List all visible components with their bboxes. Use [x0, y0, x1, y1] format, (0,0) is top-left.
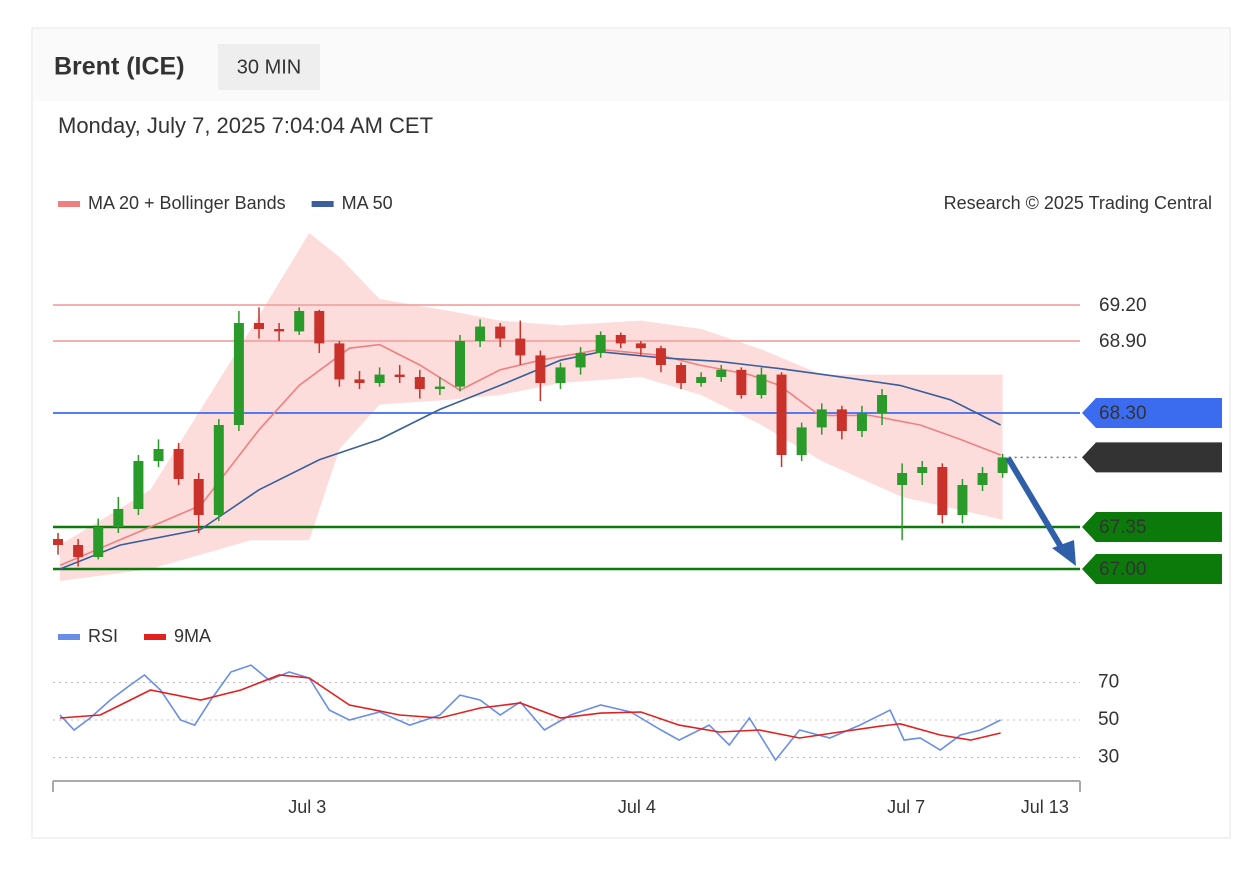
- candle-body: [414, 377, 425, 389]
- candle-body: [294, 311, 305, 332]
- interval-box: [218, 44, 320, 90]
- forecast-arrowhead: [1052, 540, 1076, 566]
- candle-body: [796, 427, 807, 455]
- candle-body: [595, 335, 606, 353]
- y-tick-label: 70: [1098, 672, 1119, 693]
- title: Brent (ICE): [54, 53, 185, 81]
- legend-label: MA 50: [342, 193, 393, 213]
- candle-body: [615, 335, 626, 344]
- candle-body: [314, 311, 325, 344]
- candle-body: [173, 449, 184, 479]
- forecast-arrow: [1005, 456, 1067, 554]
- y-tick-label: 30: [1098, 747, 1119, 768]
- candle-body: [454, 341, 465, 387]
- candle-body: [816, 409, 827, 428]
- candle-body: [957, 485, 968, 515]
- header-band: [33, 29, 1229, 101]
- candle-body: [776, 374, 787, 455]
- candle-body: [655, 348, 666, 365]
- candle-body: [977, 473, 988, 485]
- legend-swatch: [58, 634, 80, 640]
- x-tick-label: Jul 4: [618, 797, 656, 817]
- level-label: 68.90: [1099, 331, 1147, 352]
- legend-swatch: [144, 634, 167, 640]
- candle-body: [756, 374, 767, 395]
- candle-body: [937, 467, 948, 515]
- legend-label: MA 20 + Bollinger Bands: [88, 193, 286, 213]
- legend-label: 9MA: [174, 626, 211, 646]
- candle-body: [575, 353, 586, 368]
- candle-body: [153, 449, 164, 461]
- level-label: 67.93: [1099, 447, 1147, 468]
- level-label: 67.35: [1099, 517, 1147, 538]
- series-line: [59, 674, 1001, 741]
- credit: Research © 2025 Trading Central: [944, 193, 1212, 213]
- candle-body: [836, 409, 847, 431]
- candle-body: [917, 467, 928, 473]
- rsi-panel: 70 50 30 Jul 3 Jul 4 Jul 7 Jul 13 RSI 9MA: [53, 626, 1119, 817]
- candle-body: [495, 326, 506, 339]
- level-label: 69.20: [1099, 295, 1147, 316]
- candle-body: [856, 413, 867, 431]
- candle-body: [736, 369, 747, 395]
- candle-body: [93, 527, 104, 557]
- candle-body: [696, 377, 707, 383]
- candle-body: [254, 323, 265, 329]
- candle-body: [676, 365, 687, 383]
- level-tag: [1082, 398, 1222, 428]
- candle-body: [213, 425, 224, 515]
- series-line: [59, 350, 1001, 570]
- level-label: 68.30: [1099, 403, 1147, 424]
- candle-body: [73, 545, 84, 557]
- legend-swatch: [311, 201, 334, 207]
- candle-body: [394, 374, 405, 377]
- candle-body: [635, 343, 646, 349]
- candle-body: [354, 379, 365, 383]
- candle-body: [877, 395, 888, 413]
- candle-body: [475, 326, 486, 341]
- candle-body: [193, 479, 204, 515]
- candle-body: [434, 386, 445, 389]
- date: Monday, July 7, 2025 7:04:04 AM CET: [58, 113, 433, 138]
- candle-body: [535, 355, 546, 383]
- candle-body: [374, 374, 385, 383]
- level-tag: [1082, 554, 1222, 584]
- candle-body: [515, 338, 526, 356]
- y-tick-label: 50: [1098, 709, 1119, 730]
- candle-body: [133, 461, 144, 509]
- x-tick-label: Jul 7: [887, 797, 925, 817]
- legend-swatch: [58, 201, 80, 207]
- candle-body: [997, 457, 1008, 473]
- level-tag: [1082, 512, 1222, 542]
- interval: 30 MIN: [237, 56, 301, 78]
- candle-body: [53, 539, 64, 545]
- legend-label: RSI: [88, 626, 118, 646]
- level-label: 67.00: [1099, 559, 1147, 580]
- candle-body: [233, 323, 244, 425]
- x-tick-label: Jul 3: [288, 797, 326, 817]
- candle-body: [555, 367, 566, 383]
- candle-body: [716, 369, 727, 377]
- price-panel: 69.20 68.90 68.30 67.93 67.35 67.00 MA 20 + Bo…: [53, 193, 1222, 584]
- candle-body: [113, 509, 124, 527]
- candle-body: [334, 343, 345, 380]
- level-tag: [1082, 442, 1222, 473]
- candle-body: [274, 329, 285, 332]
- candle-body: [897, 473, 908, 485]
- x-tick-label: Jul 13: [1021, 797, 1069, 817]
